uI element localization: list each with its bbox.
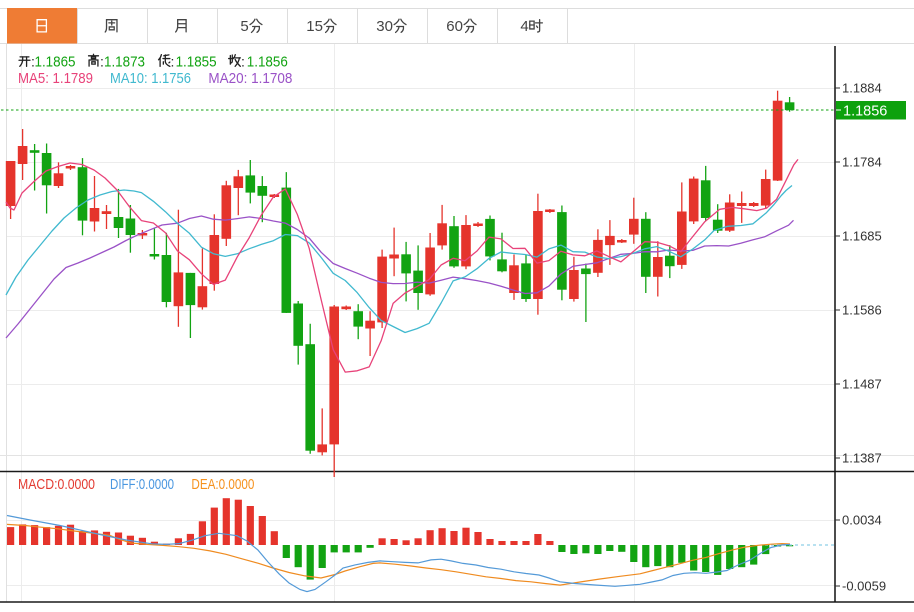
svg-text:MA5: 1.1789: MA5: 1.1789 <box>18 70 93 87</box>
svg-text:1.1387: 1.1387 <box>842 451 882 466</box>
svg-text:1.1784: 1.1784 <box>842 155 882 170</box>
svg-text:1.1855: 1.1855 <box>176 54 217 71</box>
svg-text:60: 60 <box>446 18 463 35</box>
svg-text:DEA:0.0000: DEA:0.0000 <box>191 476 254 493</box>
svg-text:1.1873: 1.1873 <box>104 54 145 71</box>
svg-text:1.1865: 1.1865 <box>35 54 76 71</box>
svg-text:4: 4 <box>520 18 528 35</box>
svg-text:1.1856: 1.1856 <box>843 104 887 120</box>
svg-text:MACD:0.0000: MACD:0.0000 <box>18 476 95 493</box>
svg-text::: : <box>241 54 245 70</box>
svg-text:30: 30 <box>376 18 393 35</box>
svg-text:1.1487: 1.1487 <box>842 377 882 392</box>
svg-text:5: 5 <box>240 18 248 35</box>
svg-text:MA20: 1.1708: MA20: 1.1708 <box>208 70 292 87</box>
svg-text:1.1856: 1.1856 <box>247 54 288 71</box>
svg-text:15: 15 <box>306 18 323 35</box>
svg-text:1.1586: 1.1586 <box>842 303 882 318</box>
svg-text::: : <box>31 54 35 70</box>
svg-text:0.0034: 0.0034 <box>842 513 882 528</box>
svg-text::: : <box>171 54 175 70</box>
svg-text:MA10: 1.1756: MA10: 1.1756 <box>110 70 191 87</box>
svg-text:1.1884: 1.1884 <box>842 81 882 96</box>
svg-text:-0.0059: -0.0059 <box>842 579 886 594</box>
svg-text:1.1685: 1.1685 <box>842 229 882 244</box>
svg-text::: : <box>100 54 104 70</box>
svg-text:DIFF:0.0000: DIFF:0.0000 <box>110 476 174 493</box>
